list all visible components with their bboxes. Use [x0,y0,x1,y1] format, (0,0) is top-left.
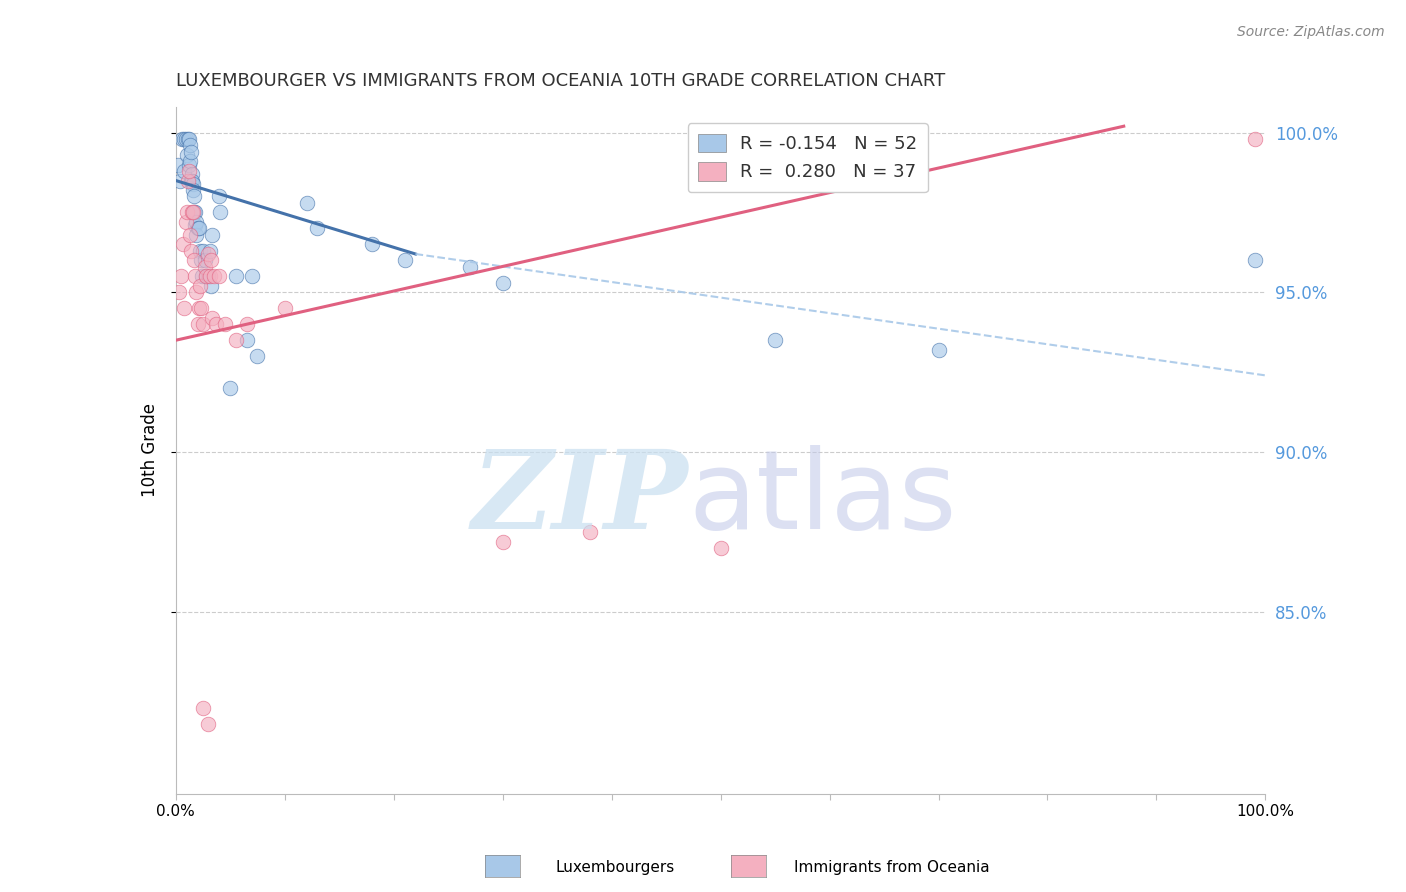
Point [177,132,200,146]
Point [172,237,194,252]
Point [200,253,222,268]
Point [184,269,207,284]
Point [928,343,950,357]
Point [177,164,200,178]
Point [181,173,204,187]
Point [191,318,214,332]
Point [274,301,297,316]
Point [225,269,247,284]
Point [181,177,204,191]
Text: ZIP: ZIP [471,445,688,552]
Point [458,260,481,274]
Point [167,157,190,171]
Point [177,173,200,187]
Point [295,195,318,210]
Point [190,301,212,316]
Point [184,219,207,233]
Point [197,247,219,261]
Point [181,167,204,181]
Point [173,164,195,178]
Point [167,285,190,300]
Point [1243,253,1265,268]
Point [200,279,222,293]
Point [191,269,214,284]
Point [184,205,207,219]
Point [197,716,219,731]
Point [1243,132,1265,146]
Point [186,318,209,332]
Point [194,260,217,274]
Legend: R = -0.154   N = 52, R =  0.280   N = 37: R = -0.154 N = 52, R = 0.280 N = 37 [688,123,928,193]
Point [219,381,242,395]
Point [181,205,204,219]
Point [177,132,200,146]
Point [197,269,219,284]
Point [176,148,198,162]
Point [492,534,515,549]
Point [186,221,209,235]
Point [188,244,211,258]
Point [177,157,200,171]
Point [360,237,382,252]
Point [194,253,217,268]
Point [186,215,208,229]
Point [191,700,214,714]
Text: Immigrants from Oceania: Immigrants from Oceania [794,861,990,875]
Point [208,269,231,284]
Point [394,253,416,268]
Point [240,269,263,284]
Text: Source: ZipAtlas.com: Source: ZipAtlas.com [1237,25,1385,39]
Point [763,333,786,347]
Point [188,279,211,293]
Point [209,205,232,219]
Point [181,205,204,219]
Point [186,227,208,242]
Point [174,132,197,146]
Point [172,132,194,146]
Point [183,205,205,219]
Point [307,221,329,235]
Point [187,301,209,316]
Point [169,173,191,187]
Point [170,269,193,284]
Point [173,132,195,146]
Point [176,205,198,219]
Point [208,189,231,203]
Text: atlas: atlas [688,445,956,552]
Point [180,244,202,258]
Point [173,301,195,316]
Point [190,253,212,268]
Point [180,173,202,187]
Point [179,227,201,242]
Point [492,276,515,290]
Point [183,253,205,268]
Point [179,138,201,153]
Text: LUXEMBOURGER VS IMMIGRANTS FROM OCEANIA 10TH GRADE CORRELATION CHART: LUXEMBOURGER VS IMMIGRANTS FROM OCEANIA … [176,72,945,90]
Point [187,221,209,235]
Point [183,189,205,203]
Point [214,318,236,332]
Point [198,244,221,258]
Point [174,215,197,229]
Point [246,349,269,363]
Point [186,285,208,300]
Point [579,524,602,539]
Point [201,310,224,325]
Point [225,333,247,347]
Point [195,269,218,284]
Point [201,227,224,242]
Y-axis label: 10th Grade: 10th Grade [141,403,159,498]
Point [235,333,257,347]
Text: Luxembourgers: Luxembourgers [555,861,675,875]
Point [191,244,214,258]
Point [181,183,204,197]
Point [710,541,733,555]
Point [179,154,201,169]
Point [198,269,221,284]
Point [195,269,218,284]
Point [205,318,228,332]
Point [180,145,202,159]
Point [235,318,257,332]
Point [202,269,225,284]
